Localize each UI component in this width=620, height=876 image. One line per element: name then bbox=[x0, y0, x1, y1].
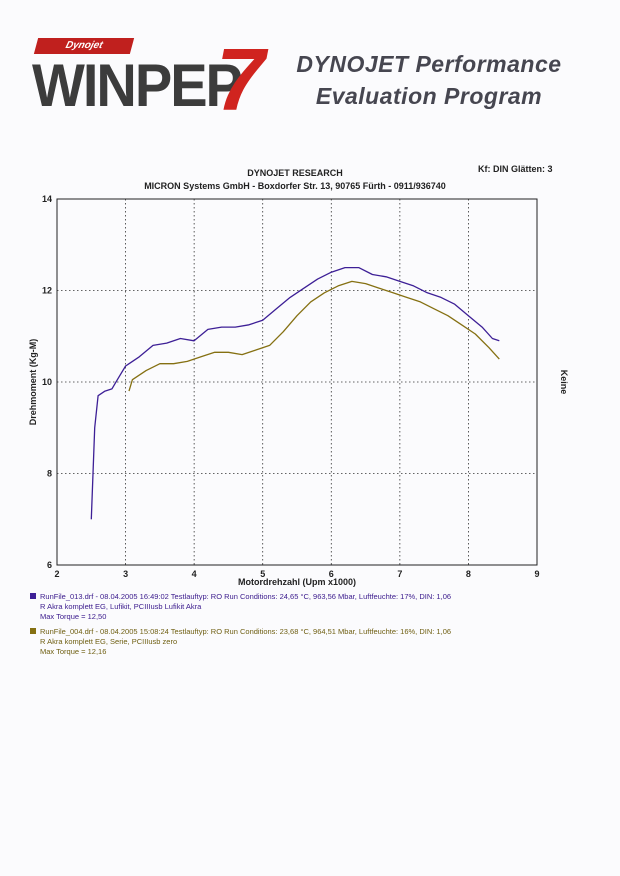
legend-run-1-line-3: Max Torque = 12,50 bbox=[40, 612, 107, 621]
plot-frame bbox=[56, 198, 538, 566]
chart-company: DYNOJET RESEARCH bbox=[247, 168, 343, 178]
y-tick-10: 10 bbox=[42, 377, 52, 387]
series-line-2 bbox=[128, 280, 500, 392]
legend-run-1: RunFile_013.drf - 08.04.2005 16:49:02 Te… bbox=[30, 592, 451, 622]
x-tick-9: 9 bbox=[534, 569, 539, 579]
chart-settings: Kf: DIN Glätten: 3 bbox=[478, 164, 553, 174]
chart-series bbox=[90, 266, 500, 520]
y-tick-8: 8 bbox=[47, 469, 52, 479]
legend-run-1-line-2: R Akra komplett EG, Lufikit, PCIIIusb Lu… bbox=[40, 602, 202, 611]
x-tick-2: 2 bbox=[54, 569, 59, 579]
legend-run-2-line-1: RunFile_004.drf - 08.04.2005 15:08:24 Te… bbox=[40, 627, 452, 636]
x-tick-4: 4 bbox=[192, 569, 197, 579]
winpep-logo: Dynojet WINPEP 7 bbox=[28, 30, 268, 129]
x-tick-8: 8 bbox=[466, 569, 471, 579]
chart-header: DYNOJET RESEARCH MICRON Systems GmbH - B… bbox=[60, 167, 530, 193]
x-tick-5: 5 bbox=[260, 569, 265, 579]
y-tick-labels: 6 8 10 12 14 bbox=[42, 194, 52, 570]
x-tick-7: 7 bbox=[397, 569, 402, 579]
legend-run-1-line-1: RunFile_013.drf - 08.04.2005 16:49:02 Te… bbox=[40, 592, 452, 601]
headline-line-2: Evaluation Program bbox=[315, 83, 543, 109]
legend-run-2: RunFile_004.drf - 08.04.2005 15:08:24 Te… bbox=[30, 627, 451, 657]
right-axis-label: Keine bbox=[559, 370, 569, 395]
chart-address: MICRON Systems GmbH - Boxdorfer Str. 13,… bbox=[144, 181, 446, 191]
x-tick-3: 3 bbox=[123, 569, 128, 579]
y-tick-14: 14 bbox=[42, 194, 52, 204]
y-tick-6: 6 bbox=[47, 560, 52, 570]
headline-line-1: DYNOJET Performance bbox=[296, 51, 562, 77]
series-line-1 bbox=[90, 266, 500, 520]
x-axis-label: Motordrehzahl (Upm x1000) bbox=[238, 577, 356, 587]
legend-run-2-line-3: Max Torque = 12,16 bbox=[40, 647, 107, 656]
chart-grid bbox=[57, 199, 537, 565]
y-axis-label: Drehmoment (Kg-M) bbox=[28, 339, 38, 426]
program-headline: DYNOJET Performance Evaluation Program bbox=[274, 48, 584, 112]
logo-version: 7 bbox=[216, 30, 265, 129]
x-tick-6: 6 bbox=[329, 569, 334, 579]
logo-word: WINPEP bbox=[32, 51, 243, 120]
legend-run-2-line-2: R Akra komplett EG, Serie, PCIIIusb zero bbox=[40, 637, 178, 646]
legend-run-1-swatch bbox=[30, 593, 36, 599]
y-tick-12: 12 bbox=[42, 286, 52, 296]
x-tick-labels: 2 3 4 5 6 7 8 9 bbox=[54, 569, 539, 579]
legend-run-2-swatch bbox=[30, 628, 36, 634]
